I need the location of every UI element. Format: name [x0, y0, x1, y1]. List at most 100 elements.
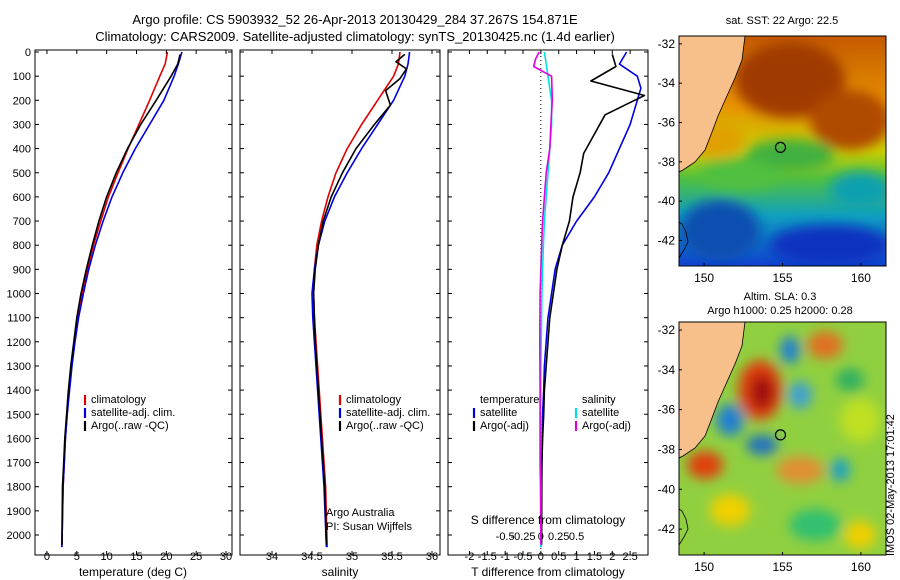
series-line-salinity-argo-adj- [532, 51, 554, 545]
sla-field-patches [687, 331, 880, 549]
temperature-xlabel: temperature (deg C) [79, 565, 187, 579]
legend-label: Argo(-adj) [582, 420, 631, 432]
difference-lines [532, 51, 646, 548]
temperature-panel: 0100200300400500600700800900100011001200… [7, 47, 233, 579]
xtick-label: 2 [609, 551, 615, 563]
legend-label: climatology [346, 394, 402, 406]
sla-map-title-line-2: Argo h1000: 0.25 h2000: 0.28 [707, 305, 853, 317]
sla-yticks: -32 -34 -36 -38 -40 -42 [658, 323, 682, 536]
legend-label: satellite-adj. clim. [91, 407, 175, 419]
salinity-annotation-line-1: Argo Australia [326, 507, 395, 519]
xtick-label: -2 [465, 551, 475, 563]
xtick-label: 34 [266, 551, 278, 563]
map-xtick-label: 155 [772, 271, 792, 285]
xtick-label: -1 [500, 551, 510, 563]
ytick-label: 1300 [7, 361, 31, 373]
salinity-lines [311, 51, 411, 548]
series-line-argo-raw-qc- [61, 54, 181, 545]
temperature-xticks: 0 5 10 15 20 25 30 [44, 50, 232, 563]
difference-panel: -2 -1.5 -1 -0.5 0 0.5 1 1.5 2 2.5 -0.5-0.25 0 0.25 0… [447, 49, 649, 579]
xtick-label: 1.5 [587, 551, 602, 563]
legend-label: Argo(..raw -QC) [346, 420, 424, 432]
ytick-label: 1500 [7, 409, 31, 421]
sla-map-title-line-1: Altim. SLA: 0.3 [744, 291, 817, 303]
difference-legend: temperature salinitysatelliteArgo(-adj)sa… [472, 394, 631, 432]
map-ytick-label: -34 [658, 76, 676, 90]
salinity-tick-label: -0.5 [496, 531, 515, 543]
xtick-label: 25 [190, 551, 202, 563]
legend-label: Argo(-adj) [480, 420, 529, 432]
legend-title-salinity: salinity [582, 394, 616, 406]
ytick-label: 400 [13, 144, 31, 156]
map-ytick-label: -40 [658, 194, 676, 208]
xtick-label: 0.5 [551, 551, 566, 563]
salinity-yticks [240, 51, 440, 536]
ytick-label: 2000 [7, 530, 31, 542]
ytick-label: 1000 [7, 289, 31, 301]
xtick-label: 2.5 [622, 551, 637, 563]
ytick-label: 0 [25, 47, 31, 59]
xtick-label: 5 [74, 551, 80, 563]
legend-label: satellite [480, 407, 517, 419]
difference-xticks: -2 -1.5 -1 -0.5 0 0.5 1 1.5 2 2.5 [465, 50, 638, 563]
temperature-axes [34, 49, 233, 556]
sst-land [679, 36, 746, 173]
sst-map-title: sat. SST: 22 Argo: 22.5 [726, 15, 839, 27]
xtick-label: 34.5 [301, 551, 322, 563]
xtick-label: 1 [574, 551, 580, 563]
map-ytick-label: -34 [658, 363, 676, 377]
ytick-label: 500 [13, 168, 31, 180]
xtick-label: 35 [346, 551, 358, 563]
sla-map: Altim. SLA: 0.3 Argo h1000: 0.25 h2000: … [658, 291, 887, 574]
map-ytick-label: -36 [658, 403, 676, 417]
salinity-annotation-line-2: PI: Susan Wijffels [326, 521, 412, 533]
map-ytick-label: -38 [658, 155, 676, 169]
salinity-xlabel: salinity [322, 565, 359, 579]
sla-xticks: 150 155 160 [694, 552, 871, 574]
sla-land [679, 322, 746, 459]
map-xtick-label: 155 [772, 560, 792, 574]
difference-xlabel-top: S difference from climatology [471, 513, 626, 527]
map-xtick-label: 160 [851, 271, 871, 285]
xtick-label: -0.5 [514, 551, 533, 563]
difference-axes [447, 49, 649, 556]
ytick-label: 200 [13, 95, 31, 107]
sst-land-tasmania-coast [679, 221, 689, 259]
temperature-yticks: 0 100 200 300 400 500 600 700 800 900 1000 1100 1200… [7, 47, 232, 542]
xtick-label: 15 [130, 551, 142, 563]
sst-yticks: -32 -34 -36 -38 -40 -42 [658, 37, 682, 247]
map-xtick-label: 150 [694, 560, 714, 574]
header-line-2: Climatology: CARS2009. Satellite-adjuste… [95, 29, 615, 44]
sst-argo-marker [774, 141, 787, 154]
ytick-label: 1200 [7, 337, 31, 349]
salinity-difference-ticks: -0.5-0.25 0 0.25 0.5 [496, 531, 585, 543]
temperature-lines [61, 51, 183, 548]
map-ytick-label: -42 [658, 233, 676, 247]
imos-timestamp: IMOS 02-May-2013 17:01:42 [885, 414, 897, 556]
salinity-panel: 34 34.5 35 35.5 36 salinity climatologysatel… [239, 49, 441, 579]
map-ytick-label: -32 [658, 37, 676, 51]
xtick-label: 36 [426, 551, 438, 563]
legend-label: satellite-adj. clim. [346, 407, 430, 419]
header-line-1: Argo profile: CS 5903932_52 26-Apr-2013 … [132, 12, 578, 27]
legend-label: climatology [91, 394, 147, 406]
xtick-label: 30 [220, 551, 232, 563]
ytick-label: 1600 [7, 433, 31, 445]
series-line-temperature-argo-adj- [540, 54, 646, 545]
sla-argo-marker [774, 429, 787, 441]
legend-label: satellite [582, 407, 619, 419]
ytick-label: 800 [13, 240, 31, 252]
legend-title-temperature: temperature [480, 394, 539, 406]
ytick-label: 900 [13, 264, 31, 276]
sla-land-tasmania-coast [679, 508, 689, 546]
map-ytick-label: -38 [658, 442, 676, 456]
ytick-label: 100 [13, 71, 31, 83]
salinity-tick-label: -0.25 [510, 531, 535, 543]
series-line-argo-raw-qc- [312, 53, 408, 545]
xtick-label: 20 [160, 551, 172, 563]
ytick-label: 1100 [7, 313, 31, 325]
ytick-label: 1700 [7, 458, 31, 470]
